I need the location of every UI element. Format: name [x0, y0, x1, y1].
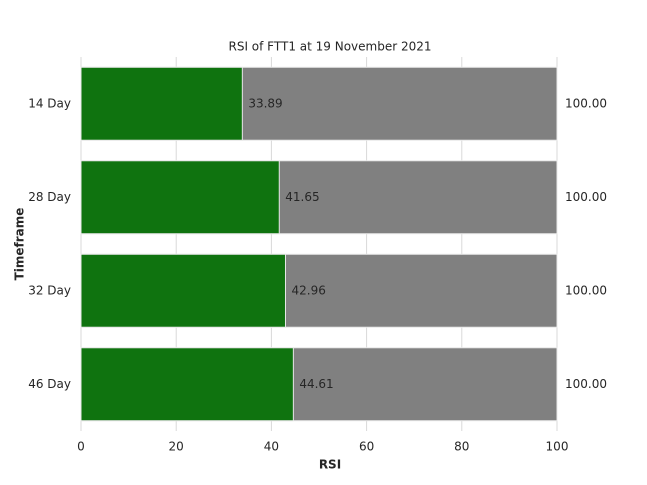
x-tick-label: 20	[169, 440, 184, 454]
value-label: 100.00	[565, 190, 607, 204]
x-tick-label: 0	[77, 440, 85, 454]
value-label: 100.00	[565, 96, 607, 110]
bar	[80, 66, 243, 141]
y-tick-label: 32 Day	[28, 283, 71, 297]
x-tick-label: 40	[264, 440, 279, 454]
value-label: 42.96	[291, 283, 325, 297]
y-tick-label: 14 Day	[28, 96, 71, 110]
chart-title: RSI of FTT1 at 19 November 2021	[228, 40, 431, 54]
value-label: 100.00	[565, 283, 607, 297]
bar	[80, 160, 280, 235]
x-tick-label: 100	[546, 440, 569, 454]
value-label: 33.89	[248, 96, 282, 110]
value-label: 41.65	[285, 190, 319, 204]
x-axis-label: RSI	[319, 458, 341, 472]
y-tick-label: 28 Day	[28, 190, 71, 204]
y-tick-label: 46 Day	[28, 377, 71, 391]
value-label: 100.00	[565, 377, 607, 391]
bar	[80, 347, 294, 422]
y-axis-label: Timeframe	[13, 208, 27, 281]
bar	[80, 253, 286, 328]
value-label: 44.61	[299, 377, 333, 391]
x-tick-label: 80	[454, 440, 469, 454]
x-tick-label: 60	[359, 440, 374, 454]
